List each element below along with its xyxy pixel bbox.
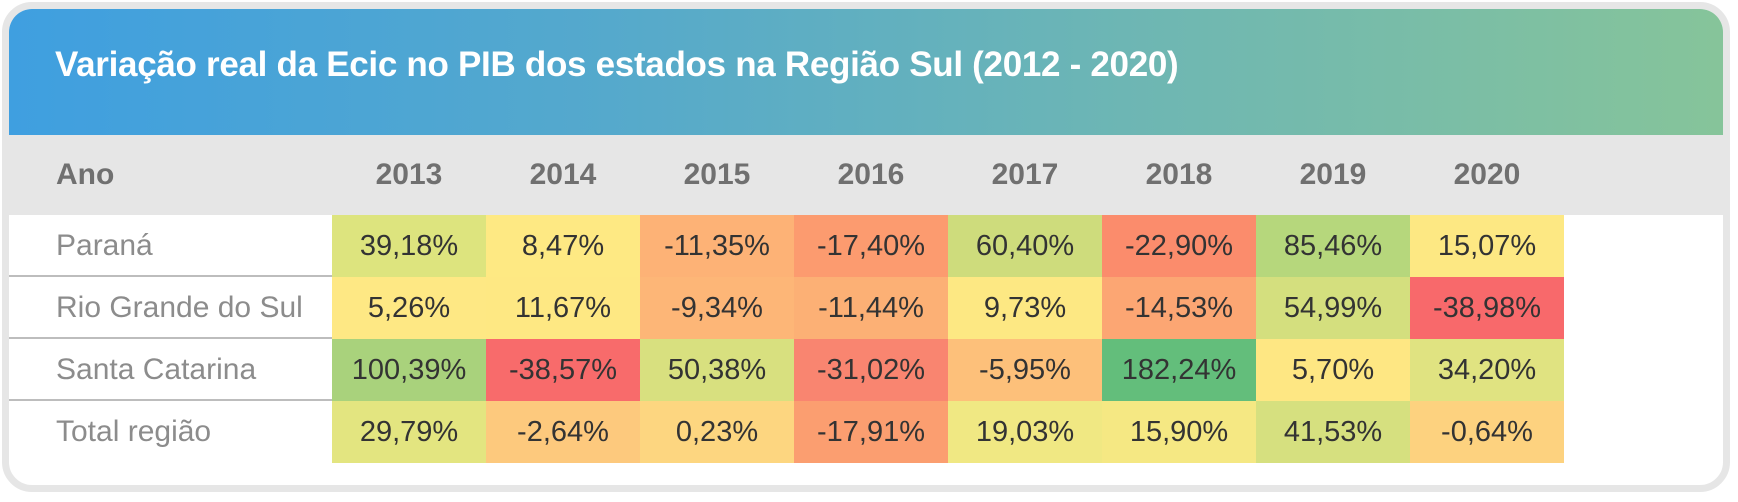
table-cell: 15,07%	[1410, 215, 1564, 277]
header-year: 2019	[1299, 158, 1367, 191]
table-cell: -2,64%	[486, 401, 640, 463]
header-year: 2013	[375, 158, 443, 191]
header-year: 2016	[837, 158, 905, 191]
title-bar: Variação real da Ecic no PIB dos estados…	[9, 9, 1723, 135]
header-year: 2020	[1453, 158, 1521, 191]
table-cell: 34,20%	[1410, 339, 1564, 401]
table-cell: 182,24%	[1102, 339, 1256, 401]
table-cell: 9,73%	[948, 277, 1102, 339]
table-cell: 39,18%	[332, 215, 486, 277]
table-cell: -9,34%	[640, 277, 794, 339]
table-cell: -0,64%	[1410, 401, 1564, 463]
header-label: Ano	[56, 158, 115, 191]
table-cell: -14,53%	[1102, 277, 1256, 339]
table-cell: 100,39%	[332, 339, 486, 401]
table-cell: 15,90%	[1102, 401, 1256, 463]
header-year: 2014	[529, 158, 597, 191]
table-row: Rio Grande do Sul 5,26% 11,67% -9,34% -11,44…	[9, 277, 1723, 339]
table-card: Variação real da Ecic no PIB dos estados…	[2, 2, 1730, 492]
table-row: Total região 29,79% -2,64% 0,23% -17,91% 19,0…	[9, 401, 1723, 463]
row-label: Paraná	[9, 215, 332, 277]
table-cell: 85,46%	[1256, 215, 1410, 277]
header-year: 2015	[683, 158, 751, 191]
table-cell: 41,53%	[1256, 401, 1410, 463]
header-year: 2018	[1145, 158, 1213, 191]
table-cell: -22,90%	[1102, 215, 1256, 277]
table-cell: -38,98%	[1410, 277, 1564, 339]
table-cell: -17,40%	[794, 215, 948, 277]
table-cell: 19,03%	[948, 401, 1102, 463]
table-cell: -31,02%	[794, 339, 948, 401]
table-cell: 5,26%	[332, 277, 486, 339]
table-cell: 0,23%	[640, 401, 794, 463]
table-cell: -17,91%	[794, 401, 948, 463]
row-label: Rio Grande do Sul	[9, 277, 332, 339]
table-cell: 29,79%	[332, 401, 486, 463]
chart-title: Variação real da Ecic no PIB dos estados…	[55, 45, 1179, 84]
table-cell: -38,57%	[486, 339, 640, 401]
table-cell: -5,95%	[948, 339, 1102, 401]
table-cell: 11,67%	[486, 277, 640, 339]
table-body: Paraná 39,18% 8,47% -11,35% -17,40% 60,40% -22…	[9, 215, 1723, 485]
table-cell: 54,99%	[1256, 277, 1410, 339]
table-cell: -11,44%	[794, 277, 948, 339]
table-row: Santa Catarina 100,39% -38,57% 50,38% -31,02…	[9, 339, 1723, 401]
table-cell: 5,70%	[1256, 339, 1410, 401]
header-year: 2017	[991, 158, 1059, 191]
header-row: Ano 2013 2014 2015 2016 2017 2018 2019 2020	[9, 135, 1723, 215]
table-cell: 8,47%	[486, 215, 640, 277]
row-label: Total região	[9, 401, 332, 463]
row-label: Santa Catarina	[9, 339, 332, 401]
table-cell: 50,38%	[640, 339, 794, 401]
table-cell: 60,40%	[948, 215, 1102, 277]
table-cell: -11,35%	[640, 215, 794, 277]
table-row: Paraná 39,18% 8,47% -11,35% -17,40% 60,40% -22…	[9, 215, 1723, 277]
